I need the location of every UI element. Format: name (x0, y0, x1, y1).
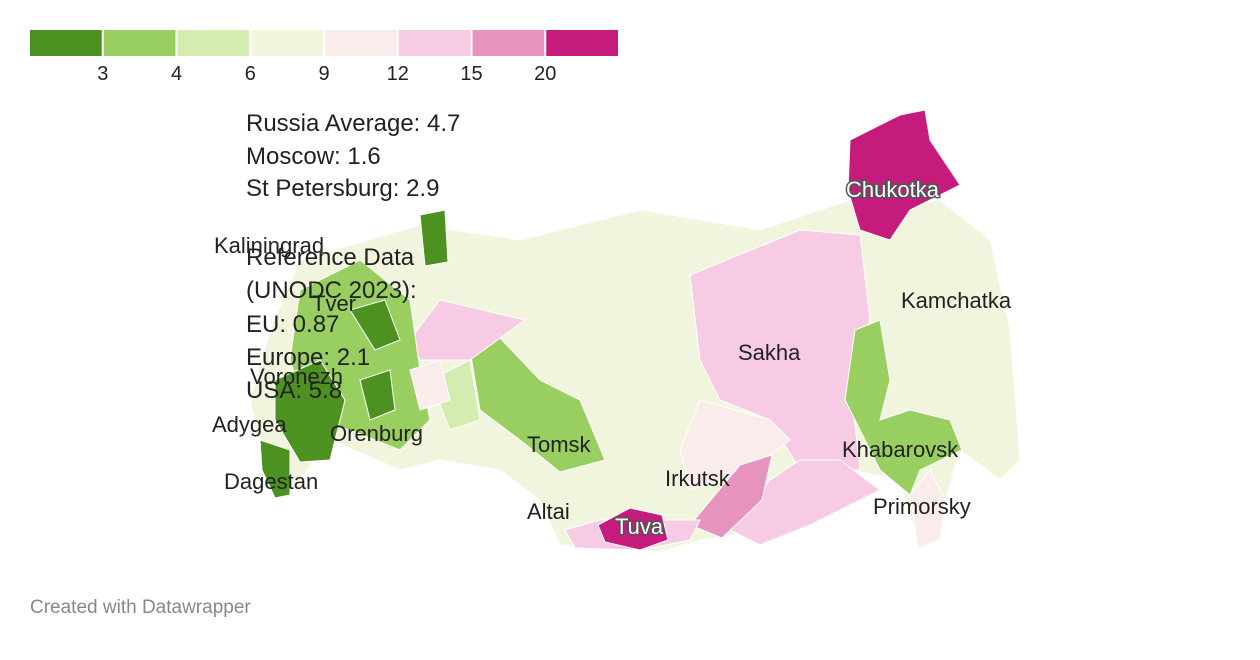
legend-swatch (30, 30, 102, 56)
region-label: Tomsk (527, 432, 592, 457)
legend-tick-label: 4 (171, 63, 182, 85)
reference-text: EU: 0.87 (246, 311, 339, 338)
region (419, 209, 449, 267)
region (469, 337, 606, 473)
region-label: Kaliningrad (214, 233, 324, 258)
region-label: Sakha (738, 340, 801, 365)
region (847, 109, 961, 241)
region-label: Kamchatka (901, 288, 1012, 313)
annotation: Moscow: 1.6 (246, 143, 381, 170)
legend-swatch (251, 30, 323, 56)
region-label: Altai (527, 499, 570, 524)
legend-swatch (546, 30, 618, 56)
legend-swatch (325, 30, 397, 56)
legend-tick-label: 15 (460, 63, 482, 85)
legend-tick-label: 20 (534, 63, 556, 85)
legend-swatch (103, 30, 176, 56)
region-label: Khabarovsk (842, 437, 959, 462)
region-label: Tver (312, 291, 356, 316)
region (729, 459, 881, 546)
legend-swatch (177, 30, 250, 56)
legend-tick-label: 9 (318, 63, 329, 85)
region (349, 299, 401, 351)
legend-tick-label: 3 (97, 63, 108, 85)
region-label: Irkutsk (665, 466, 731, 491)
region (844, 319, 963, 496)
region (359, 369, 396, 421)
region (597, 507, 669, 551)
reference-text: Reference Data (246, 244, 415, 271)
region (689, 454, 773, 539)
legend: 3 4 6 9 12 15 20 (30, 30, 618, 85)
reference-text: Europe: 2.1 (246, 344, 370, 371)
region-label: Adygea (212, 412, 287, 437)
region (689, 229, 871, 471)
region-label: Dagestan (224, 469, 318, 494)
annotation: St Petersburg: 2.9 (246, 175, 439, 202)
footer: Created with Datawrapper (30, 597, 251, 618)
region-label: Primorsky (873, 494, 971, 519)
map (249, 109, 1021, 553)
region (409, 359, 451, 411)
legend-swatch (398, 30, 471, 56)
legend-tick-label: 6 (245, 63, 256, 85)
region (259, 439, 291, 499)
region (909, 469, 946, 549)
region-label: Voronezh (250, 364, 343, 389)
reference-text: (UNODC 2023): (246, 277, 417, 304)
region-label: Chukotka (846, 177, 940, 202)
region-label: Tuva (615, 514, 664, 539)
reference-text: USA: 5.8 (246, 377, 342, 404)
region (274, 359, 346, 463)
legend-swatch (472, 30, 545, 56)
region-label: Orenburg (330, 421, 423, 446)
legend-tick-label: 12 (387, 63, 409, 85)
annotation: Russia Average: 4.7 (246, 110, 460, 137)
